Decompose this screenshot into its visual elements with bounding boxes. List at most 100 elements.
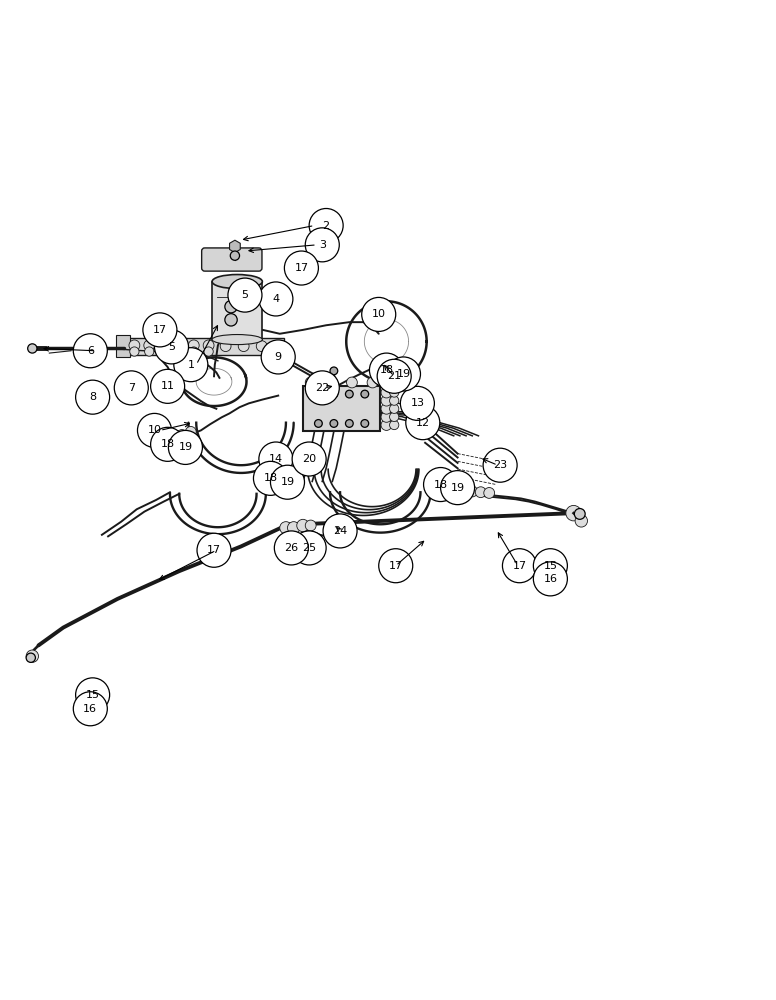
Text: 17: 17 xyxy=(512,561,526,571)
Circle shape xyxy=(203,340,214,351)
Text: 26: 26 xyxy=(284,543,299,553)
Circle shape xyxy=(326,377,337,388)
Circle shape xyxy=(305,228,339,262)
Circle shape xyxy=(390,388,399,397)
FancyBboxPatch shape xyxy=(121,338,283,355)
Circle shape xyxy=(424,468,458,502)
Circle shape xyxy=(396,367,407,378)
Circle shape xyxy=(381,420,392,430)
Text: 5: 5 xyxy=(168,342,175,352)
Ellipse shape xyxy=(212,335,262,345)
Circle shape xyxy=(256,341,267,352)
Circle shape xyxy=(390,404,399,413)
Circle shape xyxy=(379,549,413,583)
Circle shape xyxy=(75,380,109,414)
Circle shape xyxy=(197,533,231,567)
Text: 18: 18 xyxy=(161,439,175,449)
Text: 19: 19 xyxy=(280,477,295,487)
Circle shape xyxy=(483,488,494,498)
Circle shape xyxy=(275,531,308,565)
Text: 18: 18 xyxy=(434,480,448,490)
Circle shape xyxy=(75,678,109,712)
Circle shape xyxy=(129,340,140,351)
Bar xyxy=(212,282,262,340)
Circle shape xyxy=(476,487,486,498)
Circle shape xyxy=(305,520,316,531)
Circle shape xyxy=(189,347,199,356)
Circle shape xyxy=(280,522,292,534)
Text: 18: 18 xyxy=(263,473,278,483)
Circle shape xyxy=(271,465,304,499)
Circle shape xyxy=(390,412,399,422)
Circle shape xyxy=(262,340,295,374)
Circle shape xyxy=(566,505,581,521)
FancyBboxPatch shape xyxy=(303,386,380,431)
Circle shape xyxy=(483,448,517,482)
FancyBboxPatch shape xyxy=(202,248,262,271)
Circle shape xyxy=(330,420,338,427)
Circle shape xyxy=(185,426,196,437)
Circle shape xyxy=(454,481,464,492)
Circle shape xyxy=(381,411,392,422)
Circle shape xyxy=(292,531,326,565)
Text: 18: 18 xyxy=(379,365,393,375)
Circle shape xyxy=(189,340,199,351)
Text: 25: 25 xyxy=(302,543,316,553)
Circle shape xyxy=(390,396,399,405)
Circle shape xyxy=(130,347,139,356)
Circle shape xyxy=(314,420,322,427)
Circle shape xyxy=(296,519,309,532)
Circle shape xyxy=(154,330,189,364)
Text: 13: 13 xyxy=(411,398,424,408)
Circle shape xyxy=(26,650,39,662)
Circle shape xyxy=(367,377,378,388)
Text: 9: 9 xyxy=(275,352,282,362)
Circle shape xyxy=(174,340,185,351)
Circle shape xyxy=(369,353,404,387)
Text: 7: 7 xyxy=(128,383,135,393)
Circle shape xyxy=(362,297,396,331)
Circle shape xyxy=(502,549,536,583)
Text: 1: 1 xyxy=(187,360,194,370)
Circle shape xyxy=(174,348,208,382)
Circle shape xyxy=(238,341,249,352)
Circle shape xyxy=(220,341,231,352)
Text: 24: 24 xyxy=(333,526,347,536)
Circle shape xyxy=(175,347,184,356)
Text: 15: 15 xyxy=(85,690,99,700)
Text: 15: 15 xyxy=(543,561,557,571)
Circle shape xyxy=(73,692,107,726)
Circle shape xyxy=(144,340,154,351)
Circle shape xyxy=(323,514,357,548)
Circle shape xyxy=(381,387,392,398)
Circle shape xyxy=(228,278,262,312)
Circle shape xyxy=(400,386,435,420)
Circle shape xyxy=(168,430,203,464)
Text: 3: 3 xyxy=(319,240,326,250)
Circle shape xyxy=(330,390,338,398)
Circle shape xyxy=(533,562,567,596)
Text: 19: 19 xyxy=(178,442,192,452)
Circle shape xyxy=(390,420,399,430)
Circle shape xyxy=(28,344,37,353)
Text: 6: 6 xyxy=(87,346,94,356)
Text: 5: 5 xyxy=(241,290,248,300)
Circle shape xyxy=(441,471,475,505)
Circle shape xyxy=(225,314,237,326)
Circle shape xyxy=(137,413,171,447)
Text: 19: 19 xyxy=(397,369,411,379)
Circle shape xyxy=(575,515,587,527)
FancyBboxPatch shape xyxy=(116,335,130,357)
Circle shape xyxy=(381,395,392,406)
Circle shape xyxy=(467,486,478,497)
Text: 17: 17 xyxy=(153,325,167,335)
Circle shape xyxy=(406,406,440,440)
Text: 20: 20 xyxy=(302,454,316,464)
Circle shape xyxy=(151,427,185,461)
Text: 8: 8 xyxy=(89,392,96,402)
Circle shape xyxy=(327,522,338,532)
Circle shape xyxy=(314,390,322,398)
Text: 16: 16 xyxy=(83,704,97,714)
Circle shape xyxy=(143,313,177,347)
Circle shape xyxy=(386,365,397,376)
